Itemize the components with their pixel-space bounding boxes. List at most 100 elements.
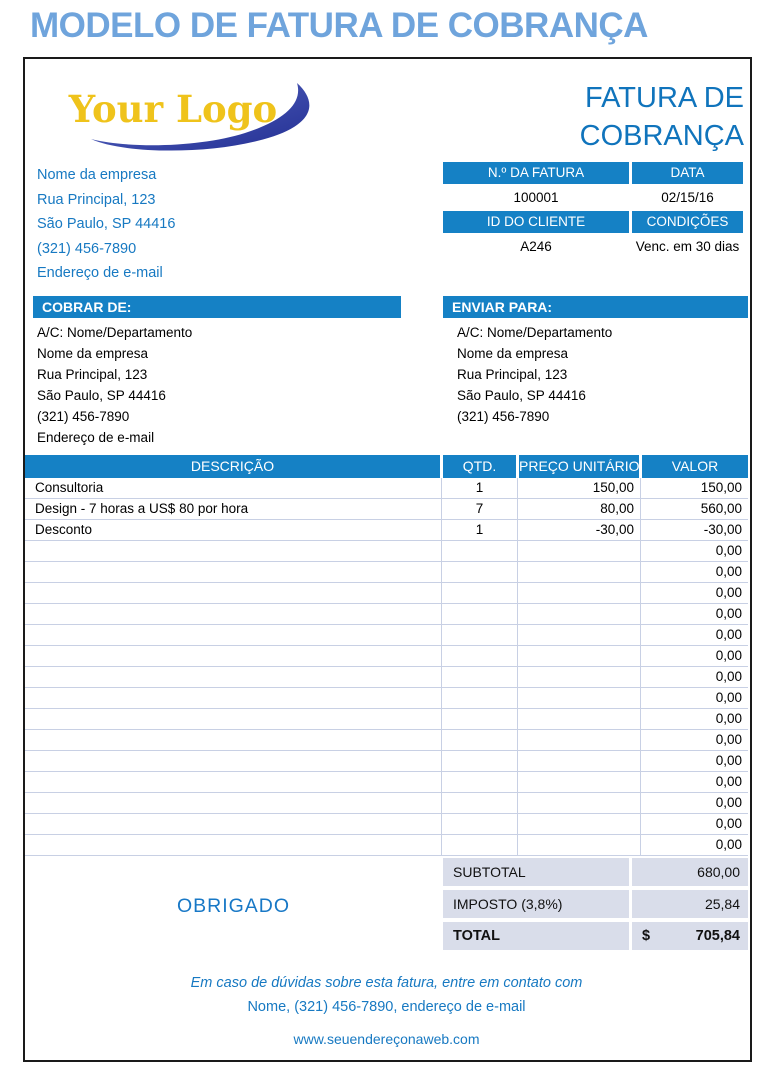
- item-amount: 0,00: [640, 541, 748, 561]
- subtotal-label: SUBTOTAL: [443, 858, 629, 886]
- company-street: Rua Principal, 123: [37, 191, 156, 208]
- total-amount: 705,84: [695, 928, 740, 944]
- client-id-value: A246: [520, 239, 552, 254]
- meta-header-row: ID DO CLIENTE CONDIÇÕES: [443, 211, 743, 233]
- items-table: DESCRIÇÃO QTD. PREÇO UNITÁRIO VALOR Cons…: [25, 455, 748, 856]
- tax-row: IMPOSTO (3,8%) 25,84: [443, 890, 748, 918]
- client-id-header: ID DO CLIENTE: [443, 211, 629, 233]
- table-row: 0,00: [25, 772, 748, 793]
- item-description: [25, 625, 441, 645]
- invoice-number-value: 100001: [513, 190, 559, 205]
- item-amount: 0,00: [640, 835, 748, 855]
- terms-value: Venc. em 30 dias: [635, 239, 740, 254]
- bill-to-city: São Paulo, SP 44416: [37, 388, 166, 403]
- company-info: Nome da empresa Rua Principal, 123 São P…: [37, 163, 175, 286]
- item-unit-price: [517, 646, 640, 666]
- tax-label: IMPOSTO (3,8%): [443, 890, 629, 918]
- bill-to-header: COBRAR DE:: [33, 296, 401, 318]
- company-email: Endereço de e-mail: [37, 265, 163, 281]
- item-unit-price: 80,00: [517, 499, 640, 519]
- item-description: [25, 814, 441, 834]
- terms-header: CONDIÇÕES: [632, 211, 743, 233]
- item-unit-price: [517, 730, 640, 750]
- item-quantity: 7: [441, 499, 517, 519]
- meta-header-row: N.º DA FATURA DATA: [443, 162, 743, 184]
- item-amount: 0,00: [640, 583, 748, 603]
- item-description: [25, 835, 441, 855]
- ship-to-header: ENVIAR PARA:: [443, 296, 748, 318]
- bill-to-email: Endereço de e-mail: [37, 430, 155, 445]
- item-amount: 0,00: [640, 709, 748, 729]
- item-quantity: [441, 583, 517, 603]
- invoice-number-header: N.º DA FATURA: [443, 162, 629, 184]
- item-quantity: [441, 667, 517, 687]
- item-amount: 0,00: [640, 751, 748, 771]
- item-quantity: [441, 730, 517, 750]
- item-unit-price: [517, 709, 640, 729]
- item-unit-price: [517, 814, 640, 834]
- item-quantity: [441, 562, 517, 582]
- ship-to-address: A/C: Nome/Departamento Nome da empresa R…: [457, 322, 612, 427]
- svg-text:Your Logo: Your Logo: [68, 87, 277, 131]
- table-row: Consultoria 1 150,00 150,00: [25, 478, 748, 499]
- items-table-header: DESCRIÇÃO QTD. PREÇO UNITÁRIO VALOR: [25, 455, 748, 478]
- item-quantity: 1: [441, 478, 517, 498]
- logo-swoosh-icon: Your Logo: [68, 83, 310, 151]
- item-amount: 0,00: [640, 793, 748, 813]
- item-amount: 0,00: [640, 730, 748, 750]
- item-amount: 0,00: [640, 688, 748, 708]
- description-column-header: DESCRIÇÃO: [25, 455, 440, 478]
- item-unit-price: [517, 688, 640, 708]
- item-unit-price: [517, 604, 640, 624]
- table-row: 0,00: [25, 730, 748, 751]
- table-row: 0,00: [25, 646, 748, 667]
- item-unit-price: 150,00: [517, 478, 640, 498]
- ship-to-street: Rua Principal, 123: [457, 367, 568, 382]
- item-description: [25, 709, 441, 729]
- currency-symbol: $: [642, 928, 651, 944]
- item-description: [25, 667, 441, 687]
- item-amount: 0,00: [640, 667, 748, 687]
- bill-to-phone: (321) 456-7890: [37, 409, 130, 424]
- table-row: 0,00: [25, 541, 748, 562]
- item-unit-price: [517, 793, 640, 813]
- item-unit-price: [517, 751, 640, 771]
- subtotal-row: SUBTOTAL 680,00: [443, 858, 748, 886]
- thank-you-note: OBRIGADO: [176, 895, 291, 917]
- ship-to-city: São Paulo, SP 44416: [457, 388, 586, 403]
- total-value: $ 705,84: [632, 922, 748, 950]
- item-unit-price: [517, 667, 640, 687]
- item-unit-price: [517, 772, 640, 792]
- table-row: 0,00: [25, 751, 748, 772]
- item-quantity: [441, 772, 517, 792]
- item-amount: 0,00: [640, 772, 748, 792]
- unit-price-column-header: PREÇO UNITÁRIO: [519, 455, 639, 478]
- table-row: 0,00: [25, 814, 748, 835]
- item-amount: 0,00: [640, 646, 748, 666]
- document-title: FATURA DE COBRANÇA: [580, 79, 744, 155]
- table-row: Desconto 1 -30,00 -30,00: [25, 520, 748, 541]
- meta-value-row: 100001 02/15/16: [443, 184, 743, 211]
- table-row: 0,00: [25, 625, 748, 646]
- item-amount: -30,00: [640, 520, 748, 540]
- item-quantity: [441, 835, 517, 855]
- table-row: 0,00: [25, 688, 748, 709]
- item-quantity: [441, 625, 517, 645]
- item-amount: 560,00: [640, 499, 748, 519]
- item-description: Design - 7 horas a US$ 80 por hora: [35, 501, 249, 516]
- document-title-line1: FATURA DE: [585, 82, 744, 114]
- item-description: Desconto: [35, 522, 93, 537]
- footer-contact-line2: Nome, (321) 456-7890, endereço de e-mail: [247, 999, 526, 1015]
- page-title: MODELO DE FATURA DE COBRANÇA: [30, 6, 648, 45]
- item-quantity: [441, 709, 517, 729]
- table-row: 0,00: [25, 562, 748, 583]
- company-logo: Your Logo: [61, 75, 329, 163]
- total-label: TOTAL: [443, 922, 629, 950]
- item-quantity: [441, 541, 517, 561]
- table-row: 0,00: [25, 709, 748, 730]
- item-unit-price: [517, 835, 640, 855]
- item-unit-price: -30,00: [517, 520, 640, 540]
- item-description: [25, 772, 441, 792]
- table-row: 0,00: [25, 667, 748, 688]
- item-description: [25, 751, 441, 771]
